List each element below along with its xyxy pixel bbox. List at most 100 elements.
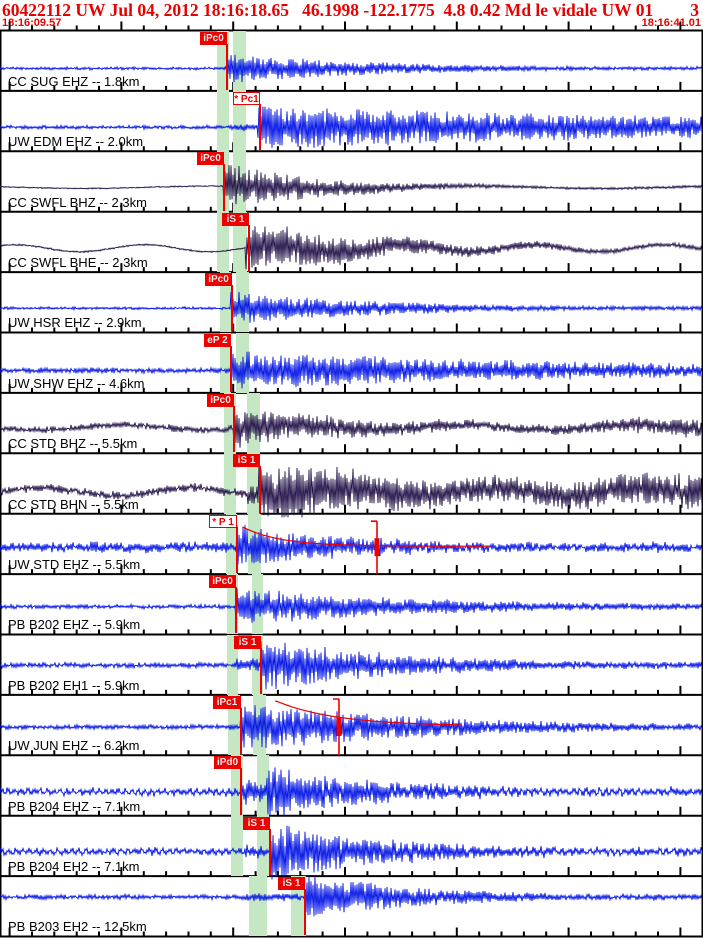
pick-window-band — [231, 755, 243, 816]
waveform-trace — [0, 640, 703, 689]
trace-row[interactable]: iS 1 CC STD BHN -- 5.5km — [0, 453, 703, 518]
trace-row[interactable]: iS 1 PB B202 EH1 -- 5.9km — [0, 634, 703, 695]
phase-pick-line[interactable] — [233, 405, 235, 453]
station-label: CC SUG EHZ -- 1.8km — [8, 73, 140, 89]
trace-row[interactable]: iS 1 CC SWFL BHE -- 2.3km — [0, 211, 703, 273]
trace-row[interactable]: iPc0 CC SWFL BHZ -- 2.3km — [0, 151, 703, 212]
waveform-trace — [0, 291, 703, 324]
station-label: CC SWFL BHZ -- 2.3km — [8, 194, 147, 210]
phase-pick-line[interactable] — [235, 587, 237, 634]
window-end-time: 18:16:41.01 — [641, 17, 701, 29]
station-label: PB B203 EH2 -- 12.5km — [8, 919, 147, 935]
station-label: CC STD BHN -- 5.5km — [8, 496, 139, 512]
station-label: UW EDM EHZ -- 2.0km — [8, 134, 144, 150]
phase-flag[interactable]: iPc0 — [207, 393, 234, 407]
trace-row[interactable]: * P 1 UW STD EHZ -- 5.5km — [0, 513, 703, 575]
phase-pick-line[interactable] — [304, 889, 306, 936]
waveform-trace — [0, 225, 703, 269]
phase-pick-line[interactable] — [240, 768, 242, 815]
trace-row[interactable]: iS 1 PB B203 EH2 -- 12.5km — [0, 876, 703, 937]
pick-window-band — [231, 815, 243, 877]
pick-window-band — [217, 151, 229, 212]
pick-window-band — [217, 211, 229, 273]
trace-row[interactable]: iPc0 CC STD BHZ -- 5.5km — [0, 392, 703, 454]
station-label: PB B204 EHZ -- 7.1km — [8, 798, 141, 814]
station-label: UW SHW EHZ -- 4.6km — [8, 375, 145, 391]
phase-flag[interactable]: iPc0 — [209, 575, 236, 589]
station-label: PB B204 EH2 -- 7.1km — [8, 859, 140, 875]
trace-row[interactable]: iPc0 CC SUG EHZ -- 1.8km — [0, 30, 703, 91]
trace-row[interactable]: iPd0 PB B204 EHZ -- 7.1km — [0, 755, 703, 817]
trace-row[interactable]: iPc1 UW JUN EHZ -- 6.2km — [0, 694, 703, 756]
trace-row[interactable]: iS 1 PB B204 EH2 -- 7.1km — [0, 815, 703, 880]
phase-pick-line[interactable] — [269, 828, 271, 876]
phase-flag[interactable]: iS 1 — [243, 816, 270, 830]
page-counter: 3 — [690, 0, 699, 20]
phase-flag[interactable]: iPc0 — [205, 273, 232, 287]
waveform-trace — [0, 106, 703, 148]
waveform-trace — [0, 767, 703, 817]
phase-flag[interactable]: * Pc1 — [233, 91, 260, 105]
pick-window-band — [291, 876, 306, 937]
station-label: UW JUN EHZ -- 6.2km — [8, 738, 140, 754]
phase-flag[interactable]: iPc1 — [213, 695, 241, 709]
station-label: UW HSR EHZ -- 2.9km — [8, 315, 142, 331]
phase-pick-line[interactable] — [259, 103, 261, 151]
station-label: PB B202 EH1 -- 5.9km — [8, 677, 140, 693]
waveform-trace — [0, 825, 703, 880]
phase-flag[interactable]: iS 1 — [222, 212, 249, 226]
pick-window-band — [233, 211, 247, 273]
pick-window-band — [228, 694, 240, 756]
phase-flag[interactable]: eP 2 — [204, 333, 231, 347]
pick-window-band — [224, 392, 236, 454]
waveform-trace — [0, 165, 703, 208]
pick-window-band — [257, 815, 269, 877]
phase-pick-line[interactable] — [240, 707, 242, 755]
pick-window-band — [220, 332, 231, 393]
phase-flag[interactable]: iS 1 — [234, 635, 261, 649]
window-start-time: 18:16:09.57 — [2, 17, 62, 29]
waveform-trace — [0, 698, 703, 755]
phase-pick-line[interactable] — [259, 466, 261, 513]
pick-window-band — [217, 90, 229, 152]
phase-pick-line[interactable] — [226, 43, 228, 90]
waveform-trace — [0, 520, 703, 573]
phase-flag[interactable]: iPc0 — [200, 31, 227, 45]
pick-window-band — [249, 876, 267, 937]
phase-pick-line[interactable] — [230, 345, 232, 392]
waveform-trace — [0, 411, 703, 448]
phase-pick-line[interactable] — [260, 647, 262, 694]
phase-pick-line[interactable] — [236, 526, 238, 574]
coda-decay-curve — [275, 700, 463, 727]
waveform-trace — [0, 351, 703, 388]
phase-pick-line[interactable] — [248, 224, 250, 272]
phase-flag[interactable]: iPc0 — [197, 152, 224, 166]
trace-row[interactable]: * Pc1 UW EDM EHZ -- 2.0km — [0, 90, 703, 152]
station-label: CC SWFL BHE -- 2.3km — [8, 255, 148, 271]
pick-window-band — [217, 30, 229, 91]
trace-row[interactable]: eP 2 UW SHW EHZ -- 4.6km — [0, 332, 703, 393]
event-summary: 60422112 UW Jul 04, 2012 18:16:18.65 46.… — [2, 0, 654, 20]
phase-pick-line[interactable] — [231, 285, 233, 332]
waveform-trace — [0, 588, 703, 626]
trace-row[interactable]: iPc0 UW HSR EHZ -- 2.9km — [0, 272, 703, 333]
station-label: CC STD BHZ -- 5.5km — [8, 436, 138, 452]
trace-row[interactable]: iPc0 PB B202 EHZ -- 5.9km — [0, 574, 703, 635]
waveform-trace — [0, 876, 703, 917]
phase-pick-line[interactable] — [223, 164, 225, 211]
station-label: PB B202 EHZ -- 5.9km — [8, 617, 141, 633]
pick-window-band — [220, 272, 231, 333]
phase-flag[interactable]: iS 1 — [233, 454, 260, 468]
waveform-trace — [0, 54, 703, 82]
pick-window-band — [227, 574, 238, 635]
phase-flag[interactable]: * P 1 — [209, 514, 237, 528]
pick-window-band — [233, 90, 246, 152]
station-label: UW STD EHZ -- 5.5km — [8, 557, 141, 573]
pick-window-band — [224, 453, 236, 514]
waveform-trace — [0, 464, 703, 518]
phase-flag[interactable]: iPd0 — [214, 756, 241, 770]
phase-flag[interactable]: iS 1 — [278, 877, 305, 891]
coda-decay-curve — [242, 525, 490, 547]
event-header: 60422112 UW Jul 04, 2012 18:16:18.65 46.… — [0, 0, 703, 30]
